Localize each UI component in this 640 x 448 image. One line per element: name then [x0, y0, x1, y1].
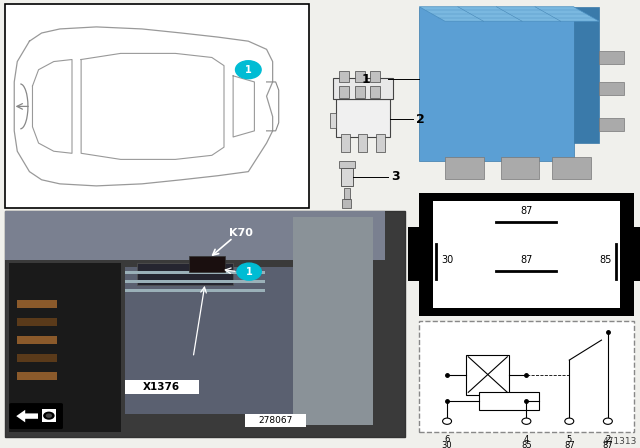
Bar: [5, 211, 405, 437]
Bar: [17, 318, 57, 326]
Text: 87: 87: [564, 441, 575, 448]
Bar: [137, 263, 233, 285]
Text: 4: 4: [524, 435, 529, 444]
Bar: [339, 71, 349, 82]
Text: 1: 1: [246, 267, 253, 277]
Text: 85: 85: [521, 441, 532, 448]
Bar: [125, 380, 198, 394]
Bar: [341, 168, 353, 186]
Text: X1376: X1376: [143, 382, 180, 392]
Bar: [125, 280, 265, 283]
Text: 30: 30: [441, 255, 453, 265]
Text: 2: 2: [605, 435, 611, 444]
Polygon shape: [16, 410, 38, 422]
Bar: [419, 7, 573, 161]
Bar: [552, 157, 591, 179]
FancyBboxPatch shape: [9, 403, 63, 429]
Bar: [445, 157, 484, 179]
Bar: [341, 134, 350, 152]
Bar: [573, 7, 599, 143]
Text: 87: 87: [520, 255, 532, 265]
Text: 3: 3: [391, 170, 399, 184]
Text: K70: K70: [229, 228, 253, 238]
Text: 87: 87: [602, 441, 613, 448]
Bar: [370, 86, 380, 98]
Bar: [419, 193, 634, 316]
Circle shape: [45, 414, 52, 418]
Bar: [479, 392, 540, 410]
Bar: [17, 300, 57, 308]
Bar: [408, 227, 422, 281]
Text: 1: 1: [245, 65, 252, 75]
Bar: [339, 86, 349, 98]
Bar: [17, 354, 57, 362]
Circle shape: [564, 418, 574, 424]
Text: 87: 87: [520, 206, 532, 216]
Bar: [355, 71, 365, 82]
Polygon shape: [419, 7, 599, 21]
Bar: [433, 201, 620, 308]
Bar: [342, 199, 351, 208]
Circle shape: [236, 61, 261, 79]
Bar: [245, 414, 306, 427]
Text: 6: 6: [444, 435, 450, 444]
Text: 30: 30: [442, 441, 452, 448]
Bar: [330, 113, 336, 128]
Bar: [631, 227, 640, 281]
Text: 85: 85: [600, 255, 612, 265]
Bar: [189, 256, 225, 271]
Bar: [370, 71, 380, 82]
Bar: [376, 134, 385, 152]
Bar: [333, 78, 393, 99]
Text: 5: 5: [566, 435, 572, 444]
Bar: [125, 289, 265, 292]
Bar: [336, 99, 390, 137]
Bar: [419, 321, 634, 432]
Circle shape: [522, 418, 531, 424]
Circle shape: [604, 418, 612, 424]
Bar: [467, 354, 509, 395]
Text: 471313: 471313: [602, 437, 637, 446]
Bar: [355, 86, 365, 98]
Bar: [358, 134, 367, 152]
Bar: [500, 157, 540, 179]
Bar: [599, 51, 623, 64]
Bar: [339, 161, 355, 168]
Bar: [344, 188, 350, 199]
Bar: [42, 409, 56, 422]
Circle shape: [443, 418, 452, 424]
Bar: [5, 211, 385, 260]
Circle shape: [237, 263, 261, 280]
Bar: [599, 82, 623, 95]
Text: 2: 2: [416, 112, 425, 126]
Bar: [125, 271, 265, 274]
Bar: [599, 118, 623, 131]
Text: 1: 1: [362, 73, 371, 86]
Circle shape: [43, 412, 54, 420]
Bar: [293, 217, 373, 426]
Text: 278067: 278067: [258, 417, 292, 426]
Bar: [9, 263, 121, 432]
Bar: [17, 372, 57, 380]
Bar: [17, 336, 57, 344]
Bar: [5, 4, 309, 208]
Bar: [125, 267, 345, 414]
